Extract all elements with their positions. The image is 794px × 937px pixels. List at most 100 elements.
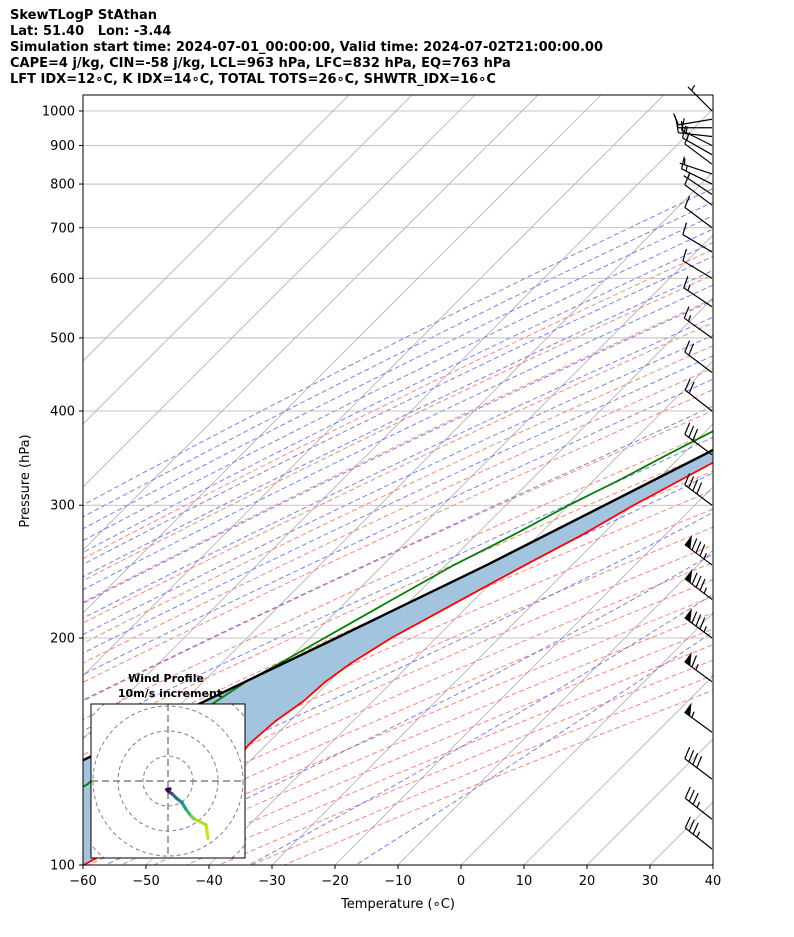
isotherm-line (83, 95, 350, 362)
y-tick-label: 400 (50, 405, 75, 420)
x-tick-label: −20 (321, 874, 348, 889)
wind-barb (684, 195, 713, 229)
moist-adiabat-line (83, 378, 713, 676)
x-tick-label: 10 (516, 874, 533, 889)
y-tick-label: 700 (50, 221, 75, 236)
wind-barb (683, 306, 713, 339)
isotherm-line (397, 549, 713, 865)
hodograph-segment (165, 787, 172, 792)
y-tick-label: 600 (50, 272, 75, 287)
moist-adiabat-line (83, 269, 713, 578)
moist-adiabat-line (83, 405, 713, 701)
y-tick-label: 500 (50, 331, 75, 346)
wind-barb (684, 340, 713, 373)
dry-adiabat-line (83, 298, 713, 603)
cape-area (83, 449, 713, 865)
wind-barb (684, 378, 713, 412)
dry-adiabat-line (83, 410, 713, 702)
wind-barb (684, 422, 713, 456)
wind-barb (684, 651, 713, 683)
inset-title: Wind Profile (128, 672, 204, 685)
isotherm-line (145, 297, 713, 865)
hodograph-segment (191, 816, 208, 827)
moist-adiabat-line (83, 316, 713, 619)
title-lifted-indices: LFT IDX=12∘C, K IDX=14∘C, TOTAL TOTS=26∘… (10, 72, 496, 87)
y-tick-label: 900 (50, 139, 75, 154)
title-station: SkewTLogP StAthan (10, 8, 158, 23)
dry-adiabat-line (83, 345, 713, 644)
hodograph-segment (204, 823, 210, 841)
wind-barb (684, 816, 713, 850)
moist-adiabat-line (83, 201, 713, 518)
wind-barb (682, 222, 713, 253)
moist-adiabat-line (83, 228, 713, 542)
axis-ticks: −60 −50 −40 −30 −20 −10 0 10 20 30 40 1000 900 800 700… (42, 104, 721, 889)
wind-barb (682, 248, 713, 279)
title-location: Lat: 51.40 Lon: -3.44 (10, 24, 172, 39)
y-tick-label: 200 (50, 632, 75, 647)
moist-adiabat-line (83, 436, 713, 732)
dry-adiabat-line (83, 544, 713, 822)
x-axis-label: Temperature (∘C) (340, 897, 455, 912)
title-stability-indices: CAPE=4 j/kg, CIN=-58 j/kg, LCL=963 hPa, … (10, 56, 511, 71)
isotherm-line (712, 864, 713, 865)
wind-barbs (672, 84, 713, 850)
wind-barb (684, 534, 713, 566)
wind-barb (681, 118, 713, 147)
wind-profile-inset: Wind Profile 10m/s increment (90, 672, 246, 859)
wind-barb (684, 747, 713, 780)
isotherm-line (334, 486, 713, 865)
moist-adiabat-line (83, 284, 713, 591)
y-tick-label: 100 (50, 859, 75, 874)
title-times: Simulation start time: 2024-07-01_00:00:… (10, 40, 603, 55)
dry-adiabat-line (83, 367, 713, 664)
y-axis-label: Pressure (hPa) (18, 434, 33, 527)
wind-barb (684, 473, 713, 506)
y-tick-label: 800 (50, 178, 75, 193)
moist-adiabat-line (83, 334, 713, 636)
inset-frame (90, 703, 246, 859)
x-tick-label: −30 (258, 874, 285, 889)
dry-adiabat-line (83, 489, 713, 773)
isotherm-line (460, 612, 713, 865)
wind-barb (684, 173, 713, 206)
y-tick-label: 300 (50, 499, 75, 514)
isotherm-line (523, 675, 713, 865)
wind-barb (684, 132, 713, 165)
x-tick-label: −60 (69, 874, 96, 889)
dry-adiabat-line (83, 322, 713, 624)
isotherm-line (83, 95, 476, 488)
x-tick-label: 20 (579, 874, 596, 889)
temperature-line (83, 461, 713, 865)
x-tick-label: 30 (642, 874, 659, 889)
wind-barb (679, 158, 713, 175)
isotherm-line (776, 95, 794, 865)
wind-barb (681, 156, 713, 185)
isotherm-line (208, 360, 713, 865)
moist-adiabat-line (83, 255, 713, 565)
isotherm-line (83, 95, 665, 677)
wind-barb (684, 702, 713, 733)
dry-adiabat-line (83, 249, 713, 560)
x-tick-label: −50 (132, 874, 159, 889)
wind-barb (684, 569, 713, 600)
inset-subtitle: 10m/s increment (118, 687, 222, 700)
isotherm-line (83, 95, 602, 614)
dry-adiabat-line (83, 526, 713, 806)
wind-barb (683, 276, 713, 308)
cape-cin-fill (83, 449, 713, 865)
wind-barb (687, 84, 713, 112)
x-tick-label: 0 (457, 874, 465, 889)
wind-barb (684, 608, 713, 639)
moist-adiabat-line (83, 299, 713, 604)
chart-title-block: SkewTLogP StAthan Lat: 51.40 Lon: -3.44 … (10, 8, 603, 88)
y-tick-label: 1000 (42, 104, 75, 119)
x-tick-label: 40 (705, 874, 722, 889)
background-lines (83, 95, 794, 865)
x-tick-label: −40 (195, 874, 222, 889)
wind-barb (684, 786, 713, 820)
x-tick-label: −10 (384, 874, 411, 889)
isotherm-line (83, 95, 413, 425)
dry-adiabat-line (83, 508, 713, 790)
